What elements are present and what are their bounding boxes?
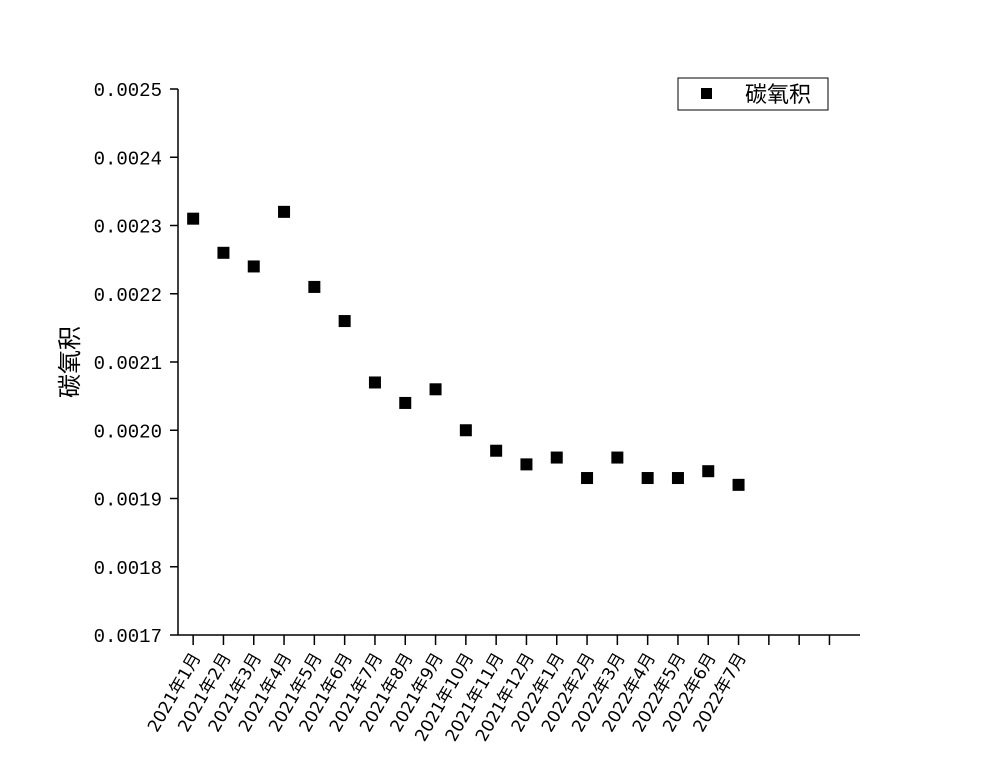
data-point xyxy=(490,444,503,457)
y-tick-label: 0.0024 xyxy=(94,148,162,170)
data-point xyxy=(308,280,321,293)
y-tick-label: 0.0025 xyxy=(94,80,162,102)
data-point xyxy=(641,472,654,485)
data-point xyxy=(187,212,200,225)
y-axis-label: 碳氧积 xyxy=(56,326,84,398)
data-point xyxy=(702,465,715,478)
data-point xyxy=(247,260,260,273)
data-point xyxy=(278,205,291,218)
data-point xyxy=(368,376,381,389)
data-point xyxy=(550,451,563,464)
data-point xyxy=(581,472,594,485)
legend-marker xyxy=(701,88,712,99)
data-point xyxy=(338,315,351,328)
data-points xyxy=(187,205,745,491)
y-tick-label: 0.0020 xyxy=(94,421,162,443)
data-point xyxy=(217,246,230,259)
y-tick-label: 0.0018 xyxy=(94,558,162,580)
y-tick-label: 0.0022 xyxy=(94,285,162,307)
legend: 碳氧积 xyxy=(677,77,829,111)
y-tick-label: 0.0021 xyxy=(94,353,162,375)
data-point xyxy=(459,424,472,437)
data-point xyxy=(732,478,745,491)
y-tick-label: 0.0023 xyxy=(94,217,162,239)
y-tick-label: 0.0017 xyxy=(94,626,162,648)
data-point xyxy=(399,396,412,409)
y-tick-label: 0.0019 xyxy=(94,490,162,512)
x-axis: 2021年1月2021年2月2021年3月2021年4月2021年5月2021年… xyxy=(144,634,860,745)
data-point xyxy=(671,472,684,485)
data-point xyxy=(520,458,533,471)
data-point xyxy=(611,451,624,464)
data-point xyxy=(429,383,442,396)
legend-label: 碳氧积 xyxy=(745,83,811,108)
y-axis: 0.0017 0.0018 0.0019 0.0020 0.0021 0.0022 0.00… xyxy=(94,80,179,648)
